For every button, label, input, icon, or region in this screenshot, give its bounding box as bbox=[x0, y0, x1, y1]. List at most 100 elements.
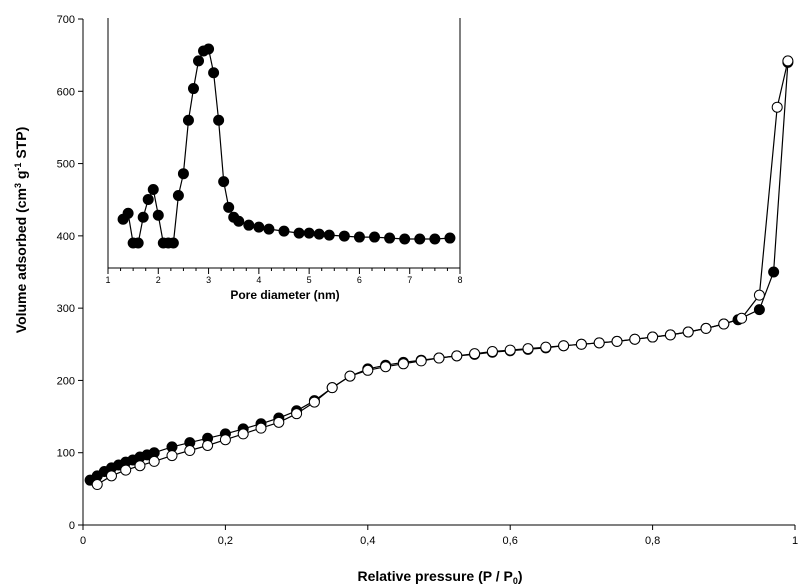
pore-size-point bbox=[147, 184, 159, 196]
main-plot: 0 0,2 0,4 0,6 0,8 1 0 100 200 300 400 500 600 700 bbox=[57, 14, 798, 547]
inset-x-tick-label: 3 bbox=[206, 275, 211, 285]
desorption-point bbox=[575, 338, 587, 350]
pore-size-point bbox=[132, 237, 144, 249]
desorption-point bbox=[91, 479, 103, 491]
inset-x-tick-label: 5 bbox=[307, 275, 312, 285]
pore-size-point bbox=[182, 114, 194, 126]
desorption-point bbox=[148, 455, 160, 467]
desorption-point bbox=[237, 428, 249, 440]
desorption-point bbox=[415, 355, 427, 367]
desorption-point bbox=[700, 322, 712, 334]
main-x-tick-label: 0,8 bbox=[645, 535, 660, 547]
desorption-point bbox=[682, 326, 694, 338]
pore-size-point bbox=[122, 207, 134, 219]
pore-size-point bbox=[137, 211, 149, 223]
desorption-point bbox=[504, 344, 516, 356]
pore-size-point bbox=[399, 233, 411, 245]
main-x-tick-label: 0,6 bbox=[503, 535, 518, 547]
inset-x-tick-label: 2 bbox=[156, 275, 161, 285]
inset-plot: 1 2 3 4 5 6 7 8 bbox=[105, 18, 463, 285]
pore-size-point bbox=[172, 189, 184, 201]
pore-size-point bbox=[223, 201, 235, 213]
inset-x-tick-label: 8 bbox=[457, 275, 462, 285]
desorption-point bbox=[291, 408, 303, 420]
pore-size-point bbox=[429, 233, 441, 245]
desorption-point bbox=[308, 396, 320, 408]
inset-x-tick-label: 4 bbox=[256, 275, 261, 285]
main-x-axis-title: Relative pressure (P / P0) bbox=[357, 568, 522, 586]
desorption-point bbox=[134, 460, 146, 472]
pore-size-point bbox=[243, 219, 255, 231]
inset-x-axis-title: Pore diameter (nm) bbox=[230, 288, 339, 302]
main-y-tick-label: 300 bbox=[57, 303, 75, 315]
inset-series-line bbox=[122, 48, 450, 244]
main-series-line-2 bbox=[96, 60, 789, 486]
desorption-point bbox=[593, 337, 605, 349]
adsorption-point bbox=[753, 304, 765, 316]
desorption-point bbox=[540, 341, 552, 353]
pore-size-point bbox=[233, 215, 245, 227]
pore-size-point bbox=[213, 114, 225, 126]
pore-size-point bbox=[167, 237, 179, 249]
desorption-point bbox=[397, 358, 409, 370]
pore-size-point bbox=[177, 168, 189, 180]
pore-size-point bbox=[293, 227, 305, 239]
pore-size-point bbox=[152, 209, 164, 221]
desorption-point bbox=[486, 346, 498, 358]
pore-size-point bbox=[218, 176, 230, 188]
desorption-point bbox=[219, 434, 231, 446]
main-y-tick-label: 0 bbox=[69, 520, 75, 532]
desorption-point bbox=[771, 101, 783, 113]
pore-size-point bbox=[353, 231, 365, 243]
desorption-point bbox=[362, 364, 374, 376]
desorption-point bbox=[202, 439, 214, 451]
desorption-point bbox=[105, 470, 117, 482]
desorption-point bbox=[120, 464, 132, 476]
desorption-point bbox=[166, 450, 178, 462]
pore-size-point bbox=[414, 233, 426, 245]
desorption-point bbox=[522, 343, 534, 355]
pore-size-point bbox=[203, 43, 215, 55]
pore-size-point bbox=[253, 221, 265, 233]
pore-size-point bbox=[278, 225, 290, 237]
main-x-tick-label: 0 bbox=[80, 535, 86, 547]
pore-size-point bbox=[369, 231, 381, 243]
desorption-point bbox=[380, 361, 392, 373]
desorption-point bbox=[558, 340, 570, 352]
pore-size-point bbox=[303, 227, 315, 239]
desorption-point bbox=[255, 422, 267, 434]
main-y-tick-label: 400 bbox=[57, 231, 75, 243]
desorption-point bbox=[433, 352, 445, 364]
pore-size-point bbox=[338, 230, 350, 242]
main-y-tick-label: 100 bbox=[57, 448, 75, 460]
desorption-point bbox=[344, 370, 356, 382]
main-y-tick-label: 500 bbox=[57, 159, 75, 171]
desorption-point bbox=[273, 416, 285, 428]
pore-size-point bbox=[444, 232, 456, 244]
desorption-point bbox=[469, 348, 481, 360]
desorption-point bbox=[611, 335, 623, 347]
inset-x-tick-label: 1 bbox=[105, 275, 110, 285]
pore-size-point bbox=[263, 223, 275, 235]
pore-size-point bbox=[313, 228, 325, 240]
main-y-tick-label: 600 bbox=[57, 86, 75, 98]
pore-size-point bbox=[193, 55, 205, 67]
main-x-tick-label: 0,4 bbox=[360, 535, 375, 547]
desorption-point bbox=[184, 445, 196, 457]
main-x-tick-label: 1 bbox=[792, 535, 798, 547]
desorption-point bbox=[629, 333, 641, 345]
main-y-axis-title: Volume adsorbed (cm3 g-1 STP) bbox=[13, 127, 29, 333]
desorption-point bbox=[647, 331, 659, 343]
pore-size-point bbox=[187, 83, 199, 95]
desorption-point bbox=[782, 55, 794, 67]
pore-size-point bbox=[323, 229, 335, 241]
adsorption-point bbox=[768, 266, 780, 278]
desorption-point bbox=[451, 350, 463, 362]
pore-size-point bbox=[208, 67, 220, 79]
inset-x-tick-label: 7 bbox=[407, 275, 412, 285]
main-x-tick-label: 0,2 bbox=[218, 535, 233, 547]
main-y-tick-label: 700 bbox=[57, 14, 75, 26]
main-y-tick-label: 200 bbox=[57, 375, 75, 387]
desorption-point bbox=[718, 318, 730, 330]
